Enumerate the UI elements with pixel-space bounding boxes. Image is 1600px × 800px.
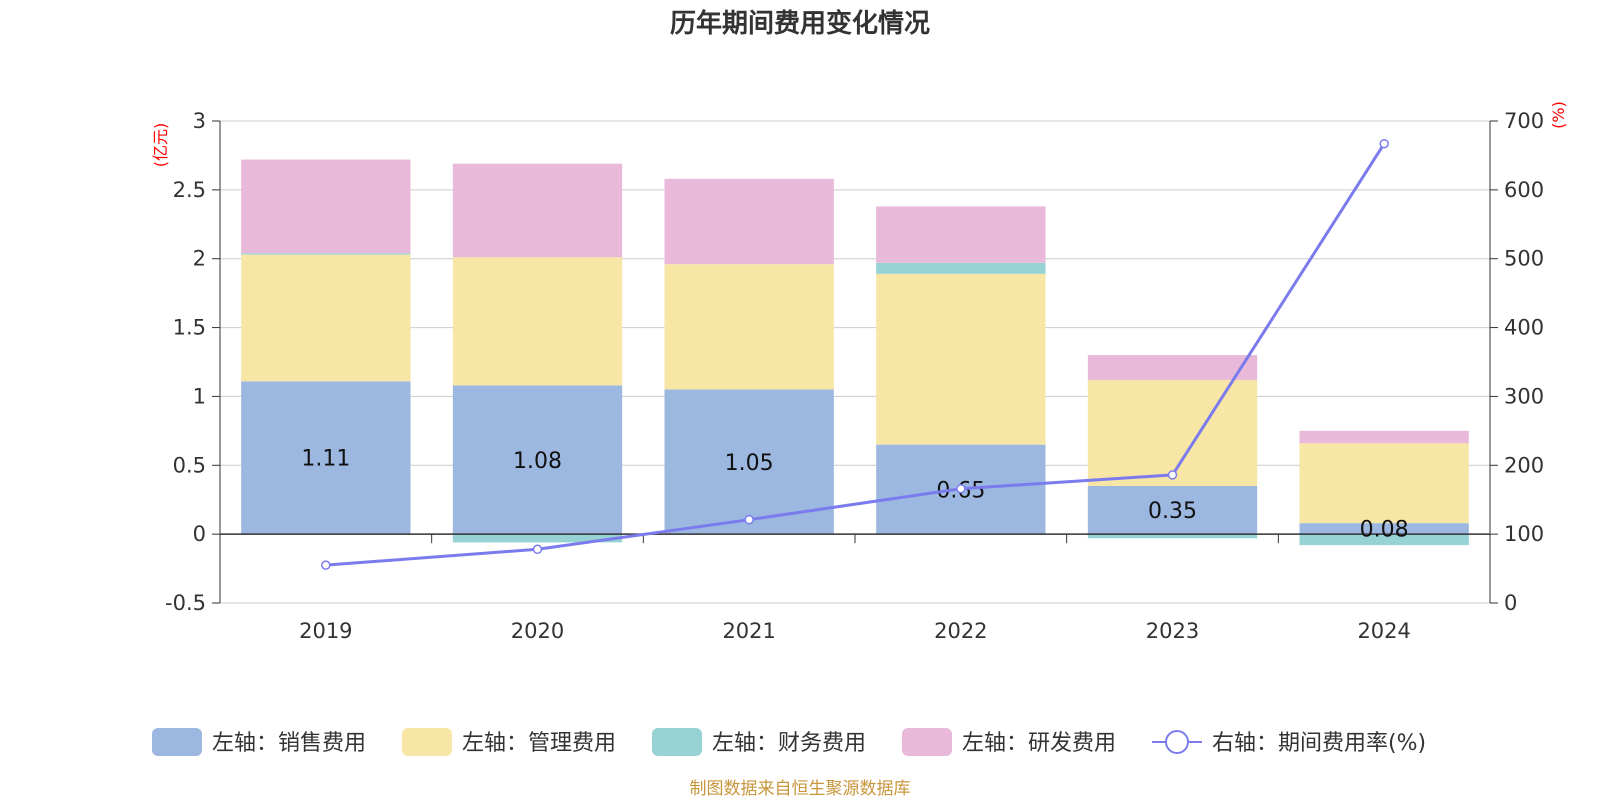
rate-point — [321, 560, 331, 570]
x-tick-label: 2024 — [1357, 619, 1410, 643]
bar-segment-1 — [1299, 523, 1469, 535]
right-tick-label: 200 — [1504, 453, 1544, 477]
legend-label-2: 左轴：管理费用 — [462, 731, 616, 756]
right-tick-label: 300 — [1504, 384, 1544, 408]
bar-segment-2 — [1299, 443, 1469, 524]
right-tick-label: 0 — [1504, 591, 1517, 615]
bar-segment-4 — [664, 178, 834, 265]
bar-segment-3 — [241, 253, 411, 255]
x-tick-label: 2023 — [1146, 619, 1199, 643]
legend-label-3: 左轴：财务费用 — [712, 731, 866, 756]
left-tick-label: 3 — [193, 109, 206, 133]
bar-segment-3 — [1087, 534, 1258, 539]
bar-segment-4 — [452, 163, 623, 258]
x-tick-label: 2019 — [299, 619, 352, 643]
bars — [241, 159, 1469, 546]
bar-segment-2 — [241, 254, 411, 382]
bar-data-label: 1.08 — [513, 449, 562, 474]
left-tick-label: 2 — [193, 247, 206, 271]
right-tick-label: 500 — [1504, 247, 1544, 271]
right-axis: 700 600 500 400 300 200 100 0 — [1490, 109, 1544, 615]
bar-segment-2 — [876, 273, 1046, 445]
bar-segment-4 — [876, 206, 1046, 263]
bar-data-label: 0.35 — [1148, 499, 1197, 524]
x-tick-label: 2022 — [934, 619, 987, 643]
bar-segment-2 — [452, 257, 623, 386]
right-tick-label: 600 — [1504, 178, 1544, 202]
legend-label-1: 左轴：销售费用 — [212, 731, 366, 756]
right-tick-label: 400 — [1504, 316, 1544, 340]
left-tick-label: 1 — [193, 384, 206, 408]
bar-segment-3 — [452, 534, 623, 543]
rate-point — [1379, 138, 1389, 149]
bar-segment-3 — [1299, 534, 1469, 546]
bar-segment-1 — [1087, 485, 1258, 535]
left-axis: 3 2.5 2 1.5 1 0.5 0 -0.5 — [165, 109, 220, 615]
bar-segment-3 — [876, 262, 1046, 274]
left-tick-label: 2.5 — [173, 178, 206, 202]
legend-swatch-4 — [902, 728, 952, 756]
bar-segment-2 — [664, 264, 834, 390]
right-tick-label: 700 — [1504, 109, 1544, 133]
rate-line — [321, 138, 1389, 570]
bar-segment-4 — [1299, 430, 1469, 444]
rate-line-path — [325, 142, 1386, 567]
left-tick-label: -0.5 — [165, 591, 206, 615]
bar-segment-2 — [1087, 379, 1258, 486]
legend-swatch-1 — [152, 728, 202, 756]
legend-label-5: 右轴：期间费用率(%) — [1212, 731, 1426, 756]
rate-point — [532, 544, 543, 555]
bar-segment-4 — [241, 159, 411, 254]
bar-data-label: 0.08 — [1360, 518, 1409, 543]
legend: 左轴：销售费用 左轴：管理费用 左轴：财务费用 左轴：研发费用 右轴：期间费用率(%) — [152, 728, 1426, 756]
bar-data-label: 1.11 — [301, 447, 350, 472]
right-tick-label: 100 — [1504, 522, 1544, 546]
bar-data-label: 1.05 — [725, 451, 774, 476]
bar-segment-1 — [452, 385, 623, 535]
x-tick-label: 2021 — [722, 619, 775, 643]
rate-point — [744, 514, 754, 525]
legend-swatch-2 — [402, 728, 452, 756]
bar-segment-1 — [241, 381, 411, 535]
left-axis-unit: (亿元) — [151, 123, 170, 168]
x-tick-label: 2020 — [511, 619, 564, 643]
x-axis: 2019 2020 2021 2022 2023 2024 — [299, 534, 1411, 643]
bar-segment-4 — [1087, 355, 1258, 380]
left-tick-label: 0.5 — [173, 453, 206, 477]
rate-point — [956, 483, 966, 494]
legend-swatch-3 — [652, 728, 702, 756]
legend-label-4: 左轴：研发费用 — [962, 731, 1116, 756]
right-axis-unit: (%) — [1549, 101, 1568, 129]
rate-point — [1167, 470, 1178, 480]
source-note: 制图数据来自恒生聚源数据库 — [690, 779, 911, 799]
bar-data-labels: 1.111.081.050.650.350.08 — [301, 447, 1408, 543]
left-tick-label: 0 — [193, 522, 206, 546]
chart-title: 历年期间费用变化情况 — [670, 8, 930, 39]
left-tick-label: 1.5 — [173, 316, 206, 340]
legend-marker — [1165, 730, 1189, 754]
